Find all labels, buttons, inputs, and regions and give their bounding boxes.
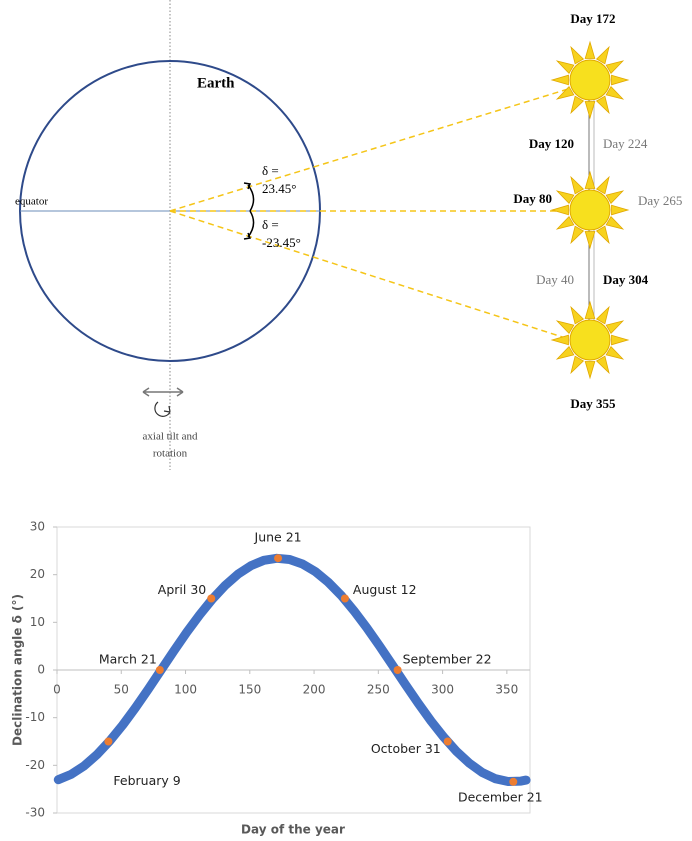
delta-label: δ = bbox=[262, 217, 279, 232]
x-tick-label: 150 bbox=[238, 683, 261, 697]
day-label: Day 172 bbox=[570, 11, 615, 26]
axial-label: rotation bbox=[153, 448, 188, 460]
axial-label: axial tilt and bbox=[143, 431, 198, 443]
curve bbox=[53, 553, 531, 786]
day-label: Day 40 bbox=[536, 272, 574, 287]
x-tick-label: 100 bbox=[174, 683, 197, 697]
day-label: Day 265 bbox=[638, 193, 682, 208]
x-axis-title: Day of the year bbox=[241, 823, 345, 837]
sun bbox=[569, 59, 611, 101]
point-label: March 21 bbox=[99, 652, 157, 667]
point-label: September 22 bbox=[403, 652, 492, 667]
arrowheads bbox=[243, 182, 252, 240]
ray bbox=[169, 85, 579, 212]
point bbox=[155, 666, 164, 674]
y-tick-label: -10 bbox=[25, 710, 45, 724]
x-tick-label: 200 bbox=[303, 683, 326, 697]
point-label: February 9 bbox=[113, 773, 180, 788]
sun-rays bbox=[550, 40, 630, 120]
sun-rays bbox=[550, 300, 630, 380]
point bbox=[509, 777, 518, 786]
ray bbox=[169, 210, 579, 343]
delta-label: 23.45° bbox=[262, 181, 296, 196]
diagram: Earth equator δ = 23.45° δ = -23.45° Day… bbox=[15, 0, 682, 470]
y-tick-label: 0 bbox=[37, 663, 45, 677]
suns bbox=[550, 40, 630, 380]
x-tick-label: 300 bbox=[431, 683, 454, 697]
day-label: Day 80 bbox=[513, 191, 552, 206]
point bbox=[274, 554, 283, 563]
rotation-arrow bbox=[154, 401, 171, 417]
x-tick-label: 350 bbox=[495, 683, 518, 697]
point bbox=[443, 737, 452, 746]
day-label: Day 304 bbox=[603, 272, 649, 287]
delta-label: δ = bbox=[262, 163, 279, 178]
point bbox=[393, 666, 402, 674]
point-label: August 12 bbox=[353, 582, 417, 597]
equator-label: equator bbox=[15, 196, 48, 208]
x-tick-label: 50 bbox=[114, 683, 129, 697]
y-tick-label: 10 bbox=[30, 615, 45, 629]
tilt-arrow bbox=[142, 387, 184, 397]
sun-rays bbox=[550, 170, 630, 250]
day-label: Day 120 bbox=[529, 136, 574, 151]
point bbox=[104, 737, 113, 746]
point bbox=[340, 594, 349, 603]
sun bbox=[569, 189, 611, 231]
point-label: June 21 bbox=[254, 530, 302, 545]
delta-label: -23.45° bbox=[262, 235, 301, 250]
point bbox=[207, 594, 216, 603]
y-tick-label: -30 bbox=[25, 806, 45, 820]
x-tick-label: 0 bbox=[53, 683, 61, 697]
point-label: April 30 bbox=[158, 582, 206, 597]
earth-label: Earth bbox=[197, 75, 235, 91]
y-tick-label: 30 bbox=[30, 520, 45, 534]
y-axis-title: Declination angle δ (°) bbox=[11, 594, 25, 746]
point-label: October 31 bbox=[371, 741, 441, 756]
y-tick-label: -20 bbox=[25, 758, 45, 772]
x-tick-label: 250 bbox=[367, 683, 390, 697]
sun bbox=[569, 319, 611, 361]
y-tick-label: 20 bbox=[30, 567, 45, 581]
day-label: Day 355 bbox=[570, 396, 616, 411]
day-label: Day 224 bbox=[603, 136, 648, 151]
point-label: December 21 bbox=[458, 789, 543, 804]
